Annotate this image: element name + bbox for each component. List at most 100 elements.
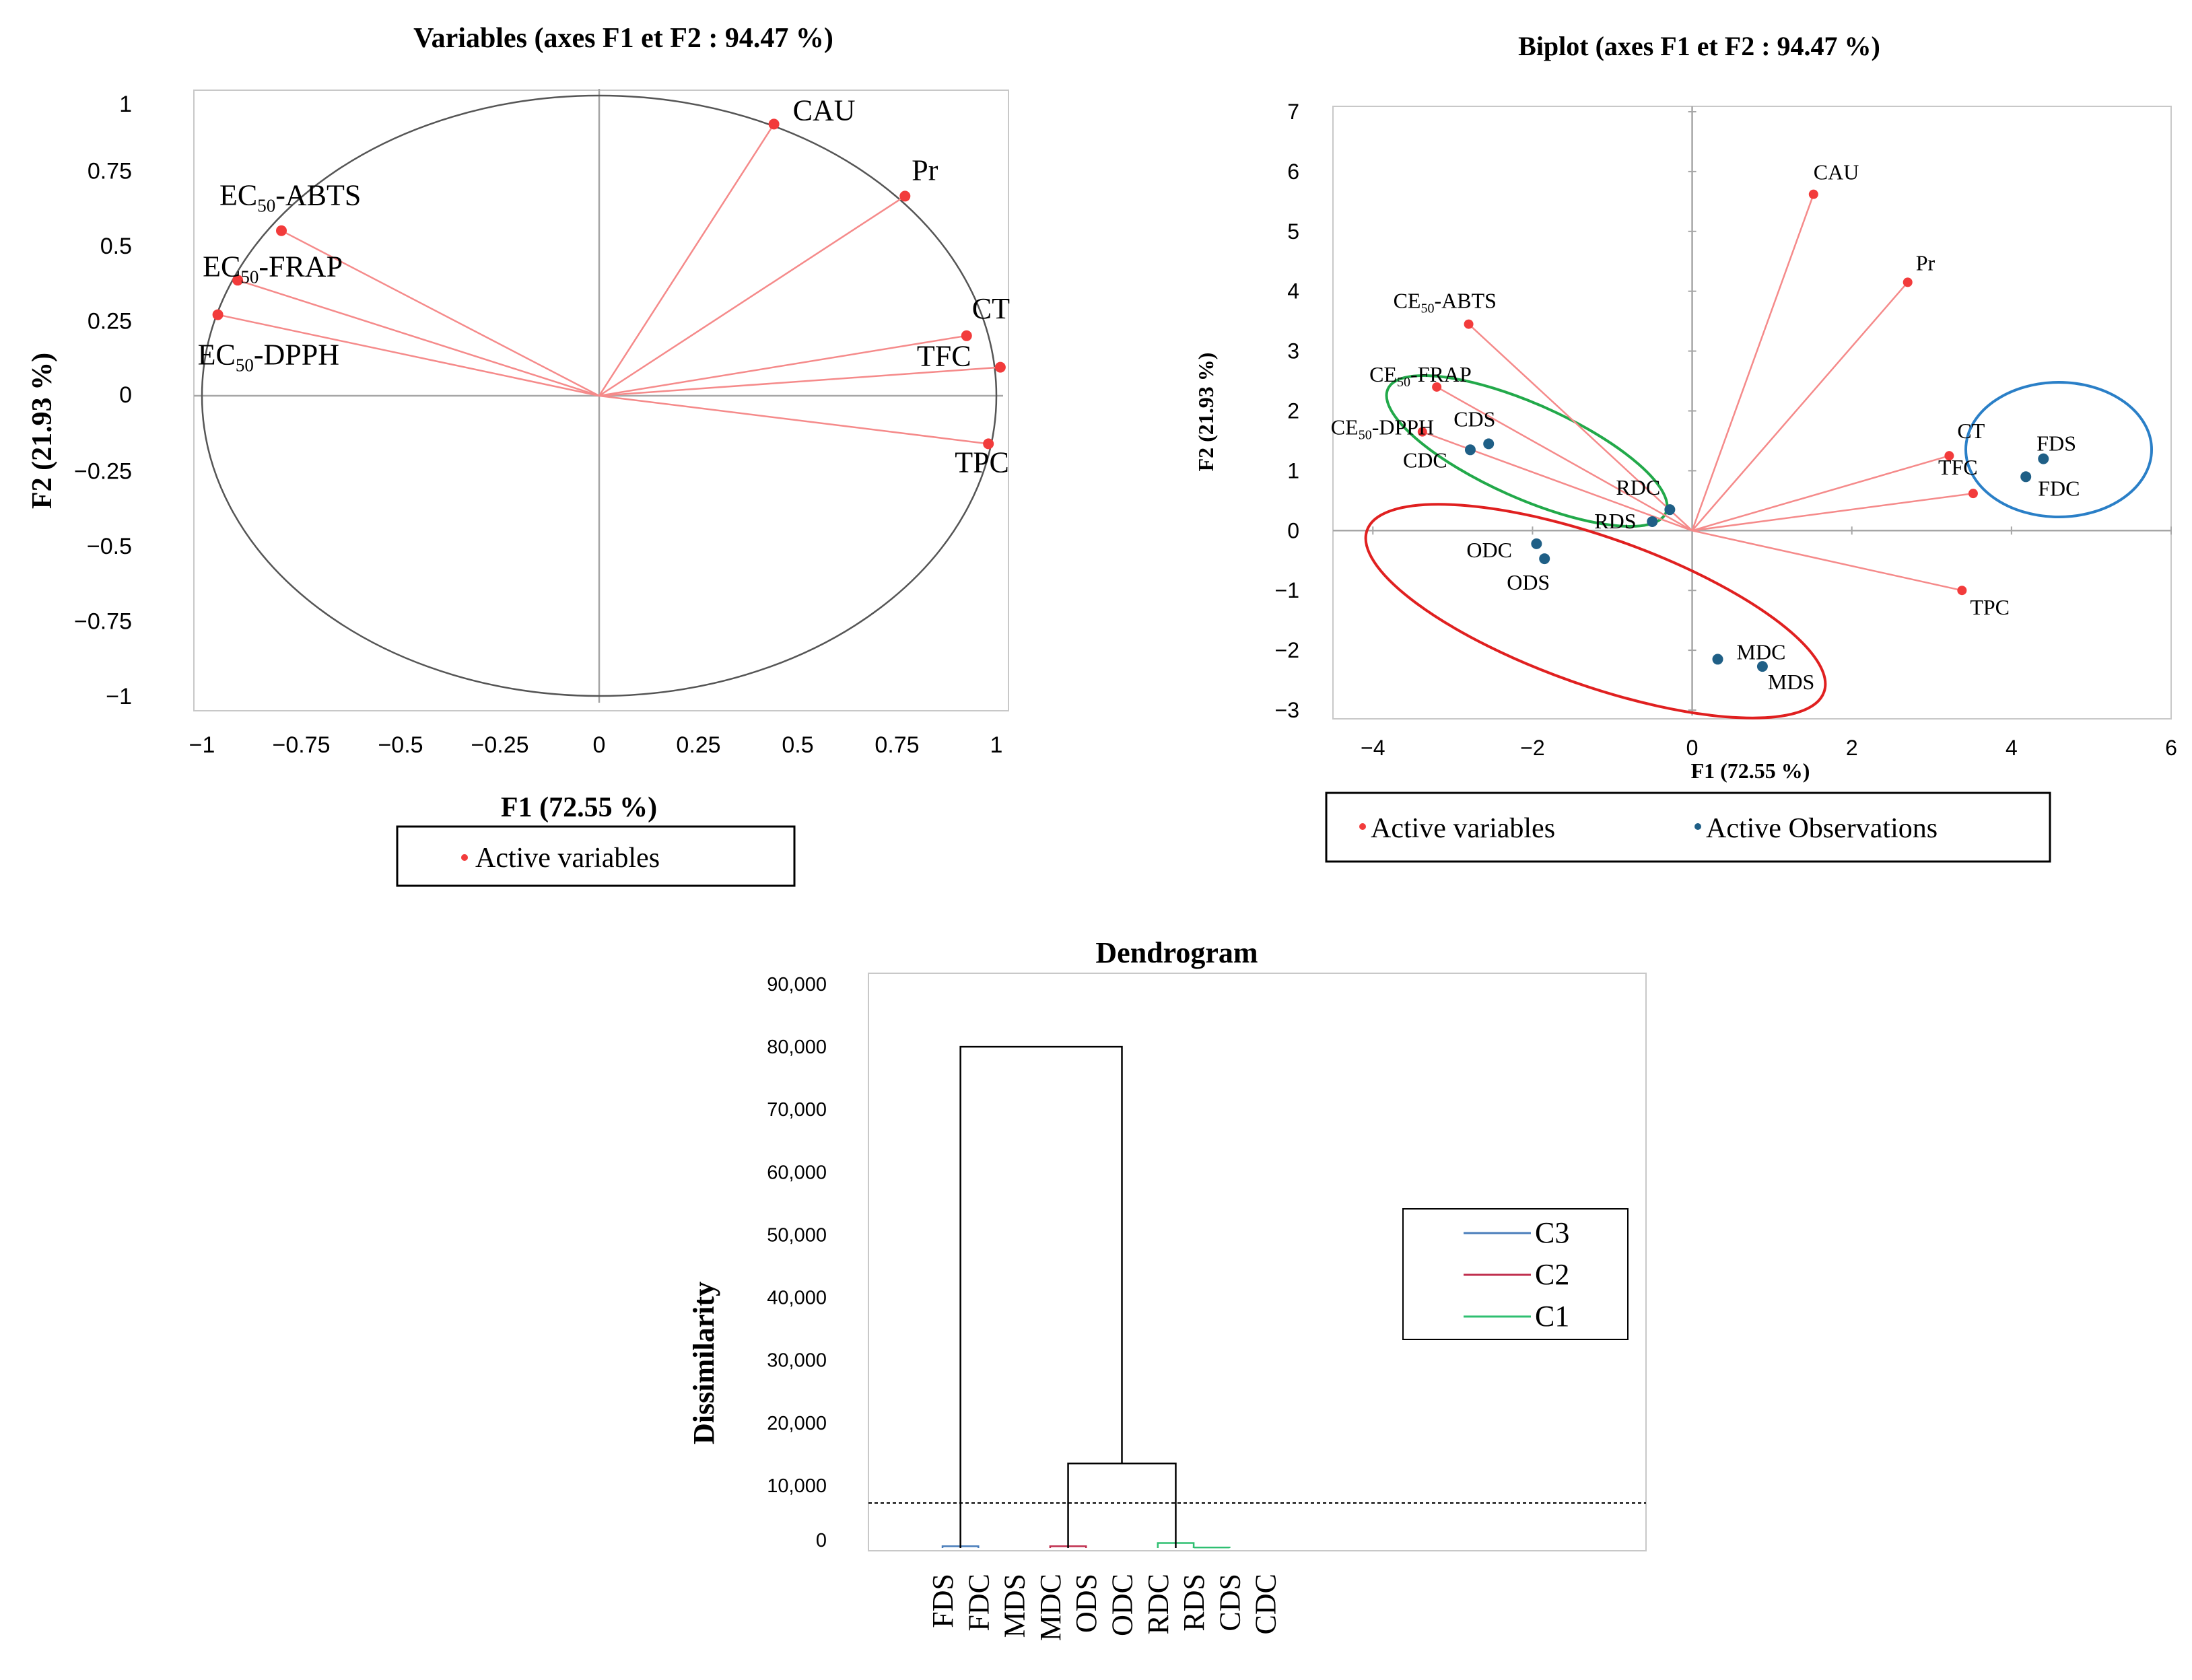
dendrogram-y-tick-3: 60,000 — [767, 1162, 827, 1183]
biplot-label-ce50-frap-subscript: 50 — [1397, 375, 1410, 390]
vector-cau — [598, 123, 775, 396]
observation-point-fds — [2038, 453, 2049, 464]
dendrogram-link-top — [959, 1045, 1123, 1548]
dendrogram-y-ticks: 90,000 80,000 70,000 60,000 50,000 40,000 30,0… — [767, 974, 827, 1551]
biplot-panel: Biplot (axes F1 et F2 : 94.47 %) CAU Pr CE… — [1194, 31, 2177, 863]
dendrogram-y-tick-6: 30,000 — [767, 1350, 827, 1372]
variables-title: Variables (axes F1 et F2 : 94.47 %) — [413, 23, 833, 54]
biplot-vector-tpc — [1692, 530, 1962, 592]
leaf-label-ods: ODS — [1070, 1574, 1103, 1633]
biplot-legend-observation-marker — [1694, 823, 1701, 830]
legend-label-c2: C2 — [1535, 1258, 1569, 1291]
label-tpc: TPC — [955, 446, 1009, 479]
dendrogram-y-tick-5: 40,000 — [767, 1288, 827, 1309]
variables-plot-frame — [193, 90, 1009, 711]
leaf-label-rdc: RDC — [1142, 1574, 1175, 1634]
y-tick-6: −0.5 — [87, 534, 132, 559]
point-cau — [768, 118, 780, 130]
biplot-var-point-tpc — [1957, 586, 1967, 596]
biplot-vector-pr — [1691, 281, 1909, 532]
observation-point-mds — [1756, 661, 1768, 672]
biplot-observation-points — [1464, 438, 2049, 672]
observation-point-cdc — [1464, 444, 1476, 456]
biplot-vector-ct — [1692, 454, 1950, 532]
biplot-y-axis-title: F2 (21.93 %) — [1194, 353, 1218, 472]
biplot-y-tick-3: 4 — [1287, 279, 1299, 304]
biplot-label-ce50-abts-rest: -ABTS — [1434, 289, 1496, 313]
observation-label-odc: ODC — [1466, 538, 1512, 562]
label-ec50-frap-subscript: 50 — [240, 267, 259, 287]
point-ec50-dpph — [212, 309, 224, 320]
dendrogram-legend: C3 C2 C1 — [1464, 1216, 1569, 1333]
biplot-y-tick-1: 6 — [1287, 160, 1299, 184]
label-ct: CT — [972, 292, 1010, 325]
label-ec50-abts-base: EC — [219, 179, 257, 212]
label-ec50-dpph-base: EC — [198, 339, 236, 372]
variables-legend-marker — [461, 854, 468, 861]
y-tick-2: 0.5 — [100, 234, 132, 259]
point-tfc — [994, 361, 1006, 373]
vector-ct — [598, 335, 967, 397]
biplot-var-point-pr — [1903, 277, 1913, 287]
biplot-x-tick-3: 2 — [1846, 736, 1858, 760]
biplot-y-tick-10: −3 — [1275, 698, 1299, 722]
dendrogram-y-tick-1: 80,000 — [767, 1037, 827, 1058]
observation-point-cds — [1483, 438, 1495, 450]
biplot-vector-ce50-frap — [1436, 386, 1693, 532]
biplot-legend-variable-marker — [1359, 823, 1366, 830]
observation-point-ods — [1539, 553, 1550, 565]
dendrogram-y-tick-2: 70,000 — [767, 1099, 827, 1121]
biplot-label-ce50-dpph-rest: -DPPH — [1372, 415, 1434, 440]
leaf-label-rds: RDS — [1177, 1574, 1210, 1632]
leaf-label-mdc: MDC — [1034, 1574, 1067, 1641]
dendrogram-plot-frame — [868, 973, 1647, 1551]
biplot-x-tick-1: −2 — [1520, 736, 1544, 760]
vector-ec50-dpph — [217, 314, 600, 397]
biplot-y-tick-8: −1 — [1275, 578, 1299, 602]
dendrogram-link-c2-c1 — [1067, 1463, 1177, 1548]
label-pr: Pr — [912, 153, 938, 186]
biplot-label-tfc: TFC — [1938, 455, 1978, 479]
vector-ec50-frap — [237, 279, 600, 397]
dendrogram-y-tick-7: 20,000 — [767, 1413, 827, 1434]
biplot-y-tick-5: 2 — [1287, 399, 1299, 423]
dendrogram-link-4 — [1192, 1546, 1231, 1549]
blue-cluster-ellipse — [1964, 381, 2153, 518]
biplot-var-point-ce50-abts — [1464, 319, 1474, 329]
biplot-var-point-ce50-dpph — [1417, 427, 1427, 437]
leaf-label-cds: CDS — [1213, 1574, 1246, 1632]
observation-label-cdc: CDC — [1403, 448, 1447, 472]
label-ec50-frap: EC50-FRAP — [203, 250, 343, 287]
leaf-label-cdc: CDC — [1249, 1574, 1282, 1634]
y-tick-5: −0.25 — [74, 459, 132, 485]
biplot-y-tick-0: 7 — [1287, 100, 1299, 124]
y-tick-7: −0.75 — [74, 609, 132, 635]
biplot-y-tick-4: 3 — [1287, 339, 1299, 363]
label-ec50-abts-subscript: 50 — [257, 196, 275, 216]
y-tick-0: 1 — [119, 92, 132, 117]
observation-point-rds — [1647, 516, 1658, 527]
red-cluster-ellipse — [1364, 503, 1827, 720]
legend-label-c3: C3 — [1535, 1216, 1569, 1249]
x-tick-1: −0.75 — [272, 732, 330, 758]
variables-x-axis-title: F1 (72.55 %) — [501, 792, 657, 823]
label-cau: CAU — [793, 94, 856, 127]
label-ec50-dpph-subscript: 50 — [236, 355, 254, 376]
vector-tpc — [598, 394, 989, 445]
variables-panel: Variables (axes F1 et F2 : 94.47 %) CAU P… — [27, 23, 1010, 887]
biplot-vector-cau — [1691, 194, 1814, 531]
biplot-title: Biplot (axes F1 et F2 : 94.47 %) — [1518, 31, 1880, 61]
biplot-label-ce50-dpph: CE50-DPPH — [1331, 415, 1434, 443]
biplot-variable-points — [1417, 189, 1978, 596]
biplot-legend-observations: Active Observations — [1706, 813, 1938, 844]
point-tpc — [983, 438, 994, 450]
biplot-label-ce50-frap-base: CE — [1369, 362, 1397, 386]
biplot-x-tick-5: 6 — [2165, 736, 2177, 760]
variables-vectors — [217, 123, 1000, 445]
y-tick-4: 0 — [119, 382, 132, 408]
vector-pr — [598, 195, 905, 397]
biplot-x-ticks: −4 −2 0 2 4 6 — [1361, 736, 2177, 760]
